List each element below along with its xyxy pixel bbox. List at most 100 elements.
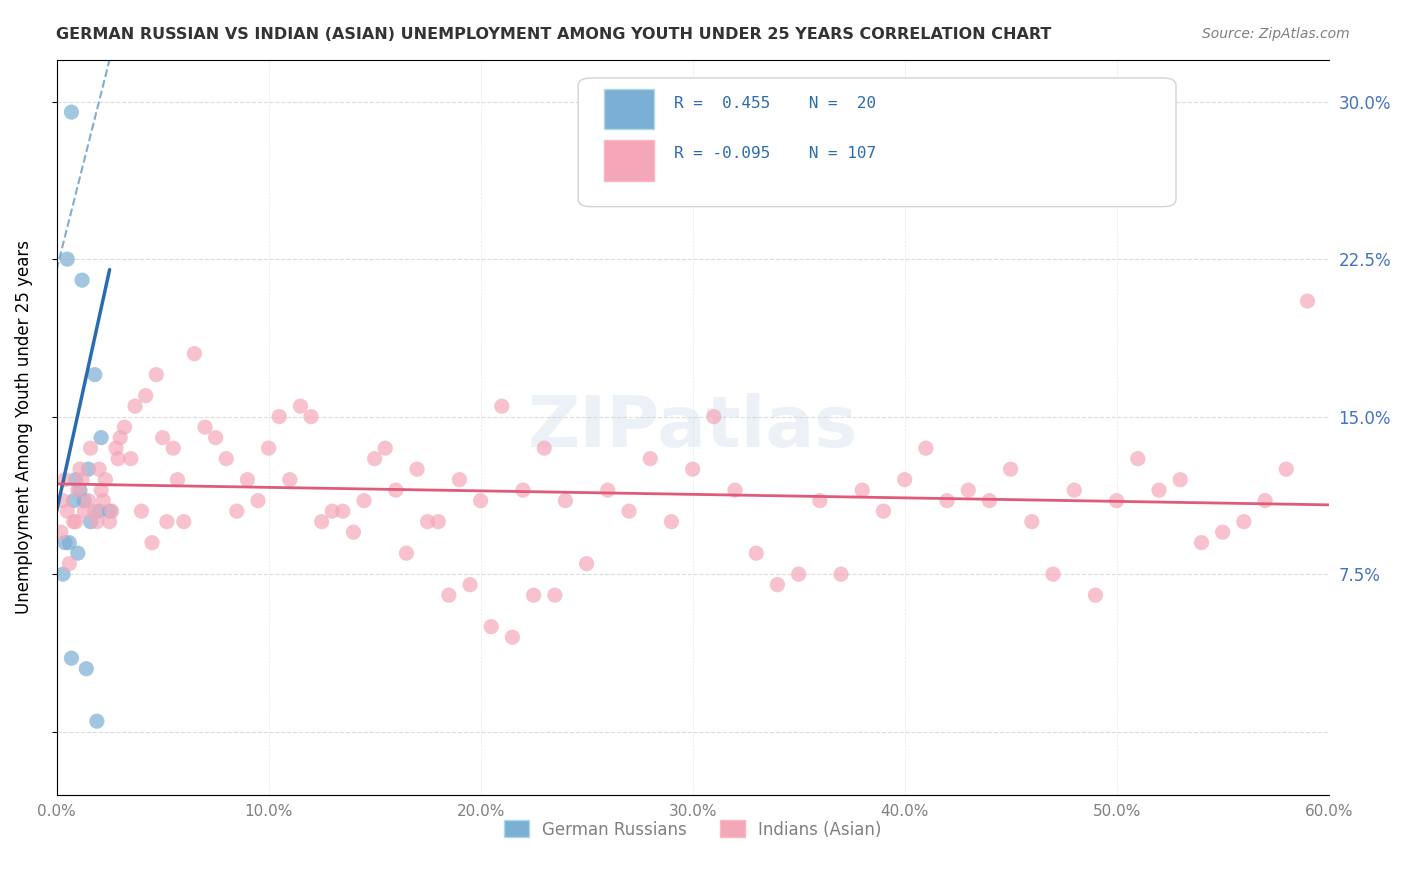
Point xyxy=(53,535,76,549)
Point xyxy=(914,441,936,455)
Point xyxy=(107,451,129,466)
Point xyxy=(162,441,184,455)
Point xyxy=(194,420,217,434)
Point xyxy=(52,493,75,508)
Point xyxy=(269,409,291,424)
Point xyxy=(575,557,598,571)
Point xyxy=(936,493,959,508)
Point xyxy=(79,441,101,455)
Point xyxy=(406,462,429,476)
Point xyxy=(77,462,100,476)
Point xyxy=(724,483,747,498)
Point xyxy=(458,577,481,591)
Point xyxy=(69,462,91,476)
Point xyxy=(83,504,105,518)
Point xyxy=(141,535,163,549)
Point xyxy=(353,493,375,508)
FancyBboxPatch shape xyxy=(578,78,1175,207)
Point xyxy=(427,515,450,529)
Point xyxy=(94,473,117,487)
Point xyxy=(416,515,439,529)
Point xyxy=(83,368,105,382)
Point xyxy=(87,504,110,518)
Point xyxy=(893,473,915,487)
Point xyxy=(173,515,195,529)
Point xyxy=(135,389,157,403)
Point xyxy=(62,515,84,529)
Point xyxy=(491,399,513,413)
Point xyxy=(69,483,91,498)
Point xyxy=(1147,483,1170,498)
Y-axis label: Unemployment Among Youth under 25 years: Unemployment Among Youth under 25 years xyxy=(15,240,32,615)
Point xyxy=(1084,588,1107,602)
Point xyxy=(56,504,79,518)
Point xyxy=(86,515,108,529)
Point xyxy=(638,451,661,466)
Point xyxy=(321,504,343,518)
Point xyxy=(65,473,87,487)
Point xyxy=(1105,493,1128,508)
Point xyxy=(1000,462,1022,476)
Point xyxy=(1042,567,1064,582)
Point xyxy=(1126,451,1149,466)
Point xyxy=(1296,294,1319,309)
Point xyxy=(533,441,555,455)
Point xyxy=(58,557,80,571)
Point xyxy=(236,473,259,487)
Point xyxy=(70,473,93,487)
Point xyxy=(808,493,831,508)
Point xyxy=(60,651,83,665)
Point xyxy=(53,473,76,487)
Point xyxy=(77,493,100,508)
Point xyxy=(247,493,270,508)
Point xyxy=(470,493,492,508)
Point xyxy=(79,515,101,529)
Point xyxy=(1275,462,1298,476)
Point xyxy=(90,483,112,498)
Point xyxy=(523,588,546,602)
Text: GERMAN RUSSIAN VS INDIAN (ASIAN) UNEMPLOYMENT AMONG YOUTH UNDER 25 YEARS CORRELA: GERMAN RUSSIAN VS INDIAN (ASIAN) UNEMPLO… xyxy=(56,27,1052,42)
FancyBboxPatch shape xyxy=(603,140,654,181)
Point xyxy=(73,504,96,518)
Point xyxy=(52,567,75,582)
Point xyxy=(385,483,408,498)
Point xyxy=(1233,515,1256,529)
Point xyxy=(554,493,576,508)
Point xyxy=(58,535,80,549)
Point xyxy=(374,441,396,455)
Point xyxy=(1212,525,1234,540)
Point xyxy=(215,451,238,466)
Point xyxy=(449,473,471,487)
Point xyxy=(166,473,188,487)
Point xyxy=(278,473,301,487)
Point xyxy=(851,483,873,498)
Point xyxy=(703,409,725,424)
Point xyxy=(91,493,114,508)
Point xyxy=(745,546,768,560)
Text: R = -0.095    N = 107: R = -0.095 N = 107 xyxy=(673,146,876,161)
Legend: German Russians, Indians (Asian): German Russians, Indians (Asian) xyxy=(496,814,889,846)
Point xyxy=(86,714,108,729)
Point xyxy=(73,493,96,508)
Point xyxy=(682,462,704,476)
Point xyxy=(1191,535,1213,549)
Point xyxy=(204,431,226,445)
Text: R =  0.455    N =  20: R = 0.455 N = 20 xyxy=(673,96,876,112)
Point xyxy=(596,483,619,498)
Point xyxy=(225,504,247,518)
Point xyxy=(479,620,502,634)
Point xyxy=(1168,473,1191,487)
Point xyxy=(66,483,89,498)
Point xyxy=(104,441,127,455)
Point xyxy=(437,588,460,602)
Point xyxy=(363,451,385,466)
Point xyxy=(183,346,205,360)
Point xyxy=(56,252,79,267)
Point xyxy=(257,441,280,455)
Point xyxy=(60,105,83,120)
Point xyxy=(62,493,84,508)
FancyBboxPatch shape xyxy=(603,89,654,129)
Point xyxy=(66,546,89,560)
Point xyxy=(311,515,333,529)
Point xyxy=(332,504,354,518)
